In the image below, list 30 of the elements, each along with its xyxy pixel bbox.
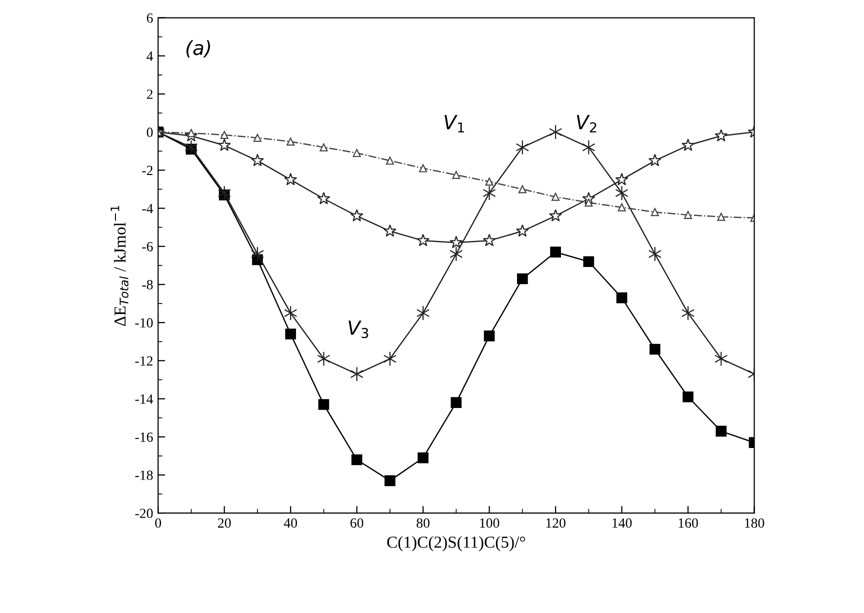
annotation: V$_{2}$ xyxy=(576,115,596,132)
y-tick-label: 2 xyxy=(146,90,152,99)
y-tick-label: -4 xyxy=(142,204,154,214)
x-axis-title: C(1)C(2)S(11)C(5)/° xyxy=(387,536,526,552)
y-tick-label: -10 xyxy=(135,318,153,328)
annotation: V$_{1}$ xyxy=(444,115,464,132)
x-tick-label: 140 xyxy=(612,518,632,528)
x-tick-label: 100 xyxy=(480,518,500,528)
y-tick-label: -8 xyxy=(142,280,153,290)
x-tick-label: 40 xyxy=(284,518,298,528)
annotation: (a) xyxy=(186,40,210,58)
y-tick-label: 0 xyxy=(146,128,153,138)
y-tick-label: 6 xyxy=(146,13,153,23)
x-tick-label: 160 xyxy=(678,518,698,528)
y-tick-label: -18 xyxy=(135,470,153,480)
annotation: V$_{3}$ xyxy=(348,320,368,338)
y-tick-label: -20 xyxy=(135,508,153,518)
x-tick-label: 20 xyxy=(218,518,231,528)
y-tick-label: -16 xyxy=(135,432,153,442)
y-tick-label: -2 xyxy=(142,166,152,175)
y-tick-label: 4 xyxy=(146,52,154,61)
y-tick-label: -6 xyxy=(142,242,153,252)
y-axis-title: ΔE$_{Total}$ / kJmol$^{−1}$ xyxy=(110,206,128,326)
y-tick-label: -12 xyxy=(135,356,152,366)
x-tick-label: 0 xyxy=(155,518,162,528)
y-tick-label: -14 xyxy=(135,394,154,404)
x-tick-label: 80 xyxy=(416,518,430,528)
x-tick-label: 60 xyxy=(350,518,364,528)
x-tick-label: 120 xyxy=(546,518,566,528)
x-tick-label: 180 xyxy=(745,518,764,528)
